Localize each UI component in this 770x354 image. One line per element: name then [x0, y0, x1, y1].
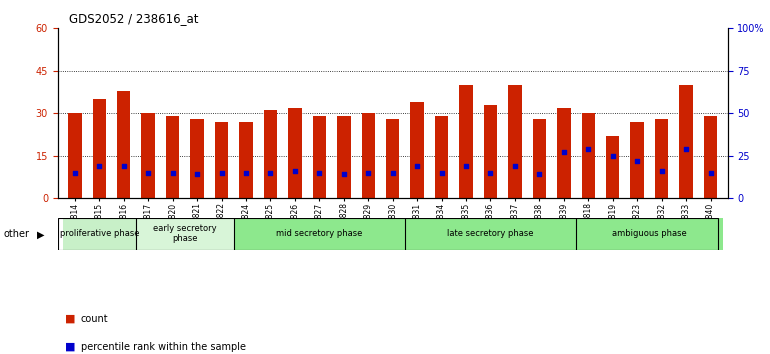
Point [534, 172, 546, 177]
Point [631, 158, 644, 164]
Point [607, 153, 619, 159]
Point [387, 170, 399, 176]
Bar [234, 218, 405, 250]
Bar [337, 116, 350, 198]
Bar [386, 119, 400, 198]
Point [191, 172, 203, 177]
Bar [362, 113, 375, 198]
Bar [533, 119, 546, 198]
Text: other: other [4, 229, 30, 239]
Text: count: count [81, 314, 109, 324]
Text: GDS2052 / 238616_at: GDS2052 / 238616_at [69, 12, 199, 25]
Bar [288, 108, 302, 198]
Text: early secretory
phase: early secretory phase [153, 224, 216, 243]
Point [93, 163, 105, 169]
Bar [190, 119, 204, 198]
Point [313, 170, 326, 176]
Point [118, 163, 130, 169]
Bar [679, 85, 693, 198]
Point [557, 149, 570, 155]
Bar [606, 136, 619, 198]
Point [655, 168, 668, 174]
Bar [576, 218, 723, 250]
Point [239, 170, 252, 176]
Text: proliferative phase: proliferative phase [59, 229, 139, 238]
Point [264, 170, 276, 176]
Bar [460, 85, 473, 198]
Bar [62, 218, 136, 250]
Bar [484, 105, 497, 198]
Bar [410, 102, 424, 198]
Bar [581, 113, 595, 198]
Bar [239, 122, 253, 198]
Bar [405, 218, 576, 250]
Point [216, 170, 228, 176]
Point [509, 163, 521, 169]
Bar [704, 116, 718, 198]
Text: mid secretory phase: mid secretory phase [276, 229, 363, 238]
Point [166, 170, 179, 176]
Bar [557, 108, 571, 198]
Bar [435, 116, 448, 198]
Bar [631, 122, 644, 198]
Point [289, 168, 301, 174]
Text: late secretory phase: late secretory phase [447, 229, 534, 238]
Bar [142, 113, 155, 198]
Point [436, 170, 448, 176]
Bar [215, 122, 228, 198]
Bar [264, 110, 277, 198]
Text: ■: ■ [65, 342, 76, 352]
Bar [313, 116, 326, 198]
Text: ▶: ▶ [37, 229, 45, 239]
Point [460, 163, 472, 169]
Bar [166, 116, 179, 198]
Bar [136, 218, 234, 250]
Text: ■: ■ [65, 314, 76, 324]
Bar [68, 113, 82, 198]
Bar [117, 91, 130, 198]
Bar [508, 85, 521, 198]
Text: percentile rank within the sample: percentile rank within the sample [81, 342, 246, 352]
Point [680, 146, 692, 152]
Point [142, 170, 154, 176]
Point [705, 170, 717, 176]
Bar [655, 119, 668, 198]
Point [337, 172, 350, 177]
Point [69, 170, 81, 176]
Point [411, 163, 424, 169]
Text: ambiguous phase: ambiguous phase [612, 229, 687, 238]
Bar [92, 99, 106, 198]
Point [362, 170, 374, 176]
Point [582, 146, 594, 152]
Point [484, 170, 497, 176]
